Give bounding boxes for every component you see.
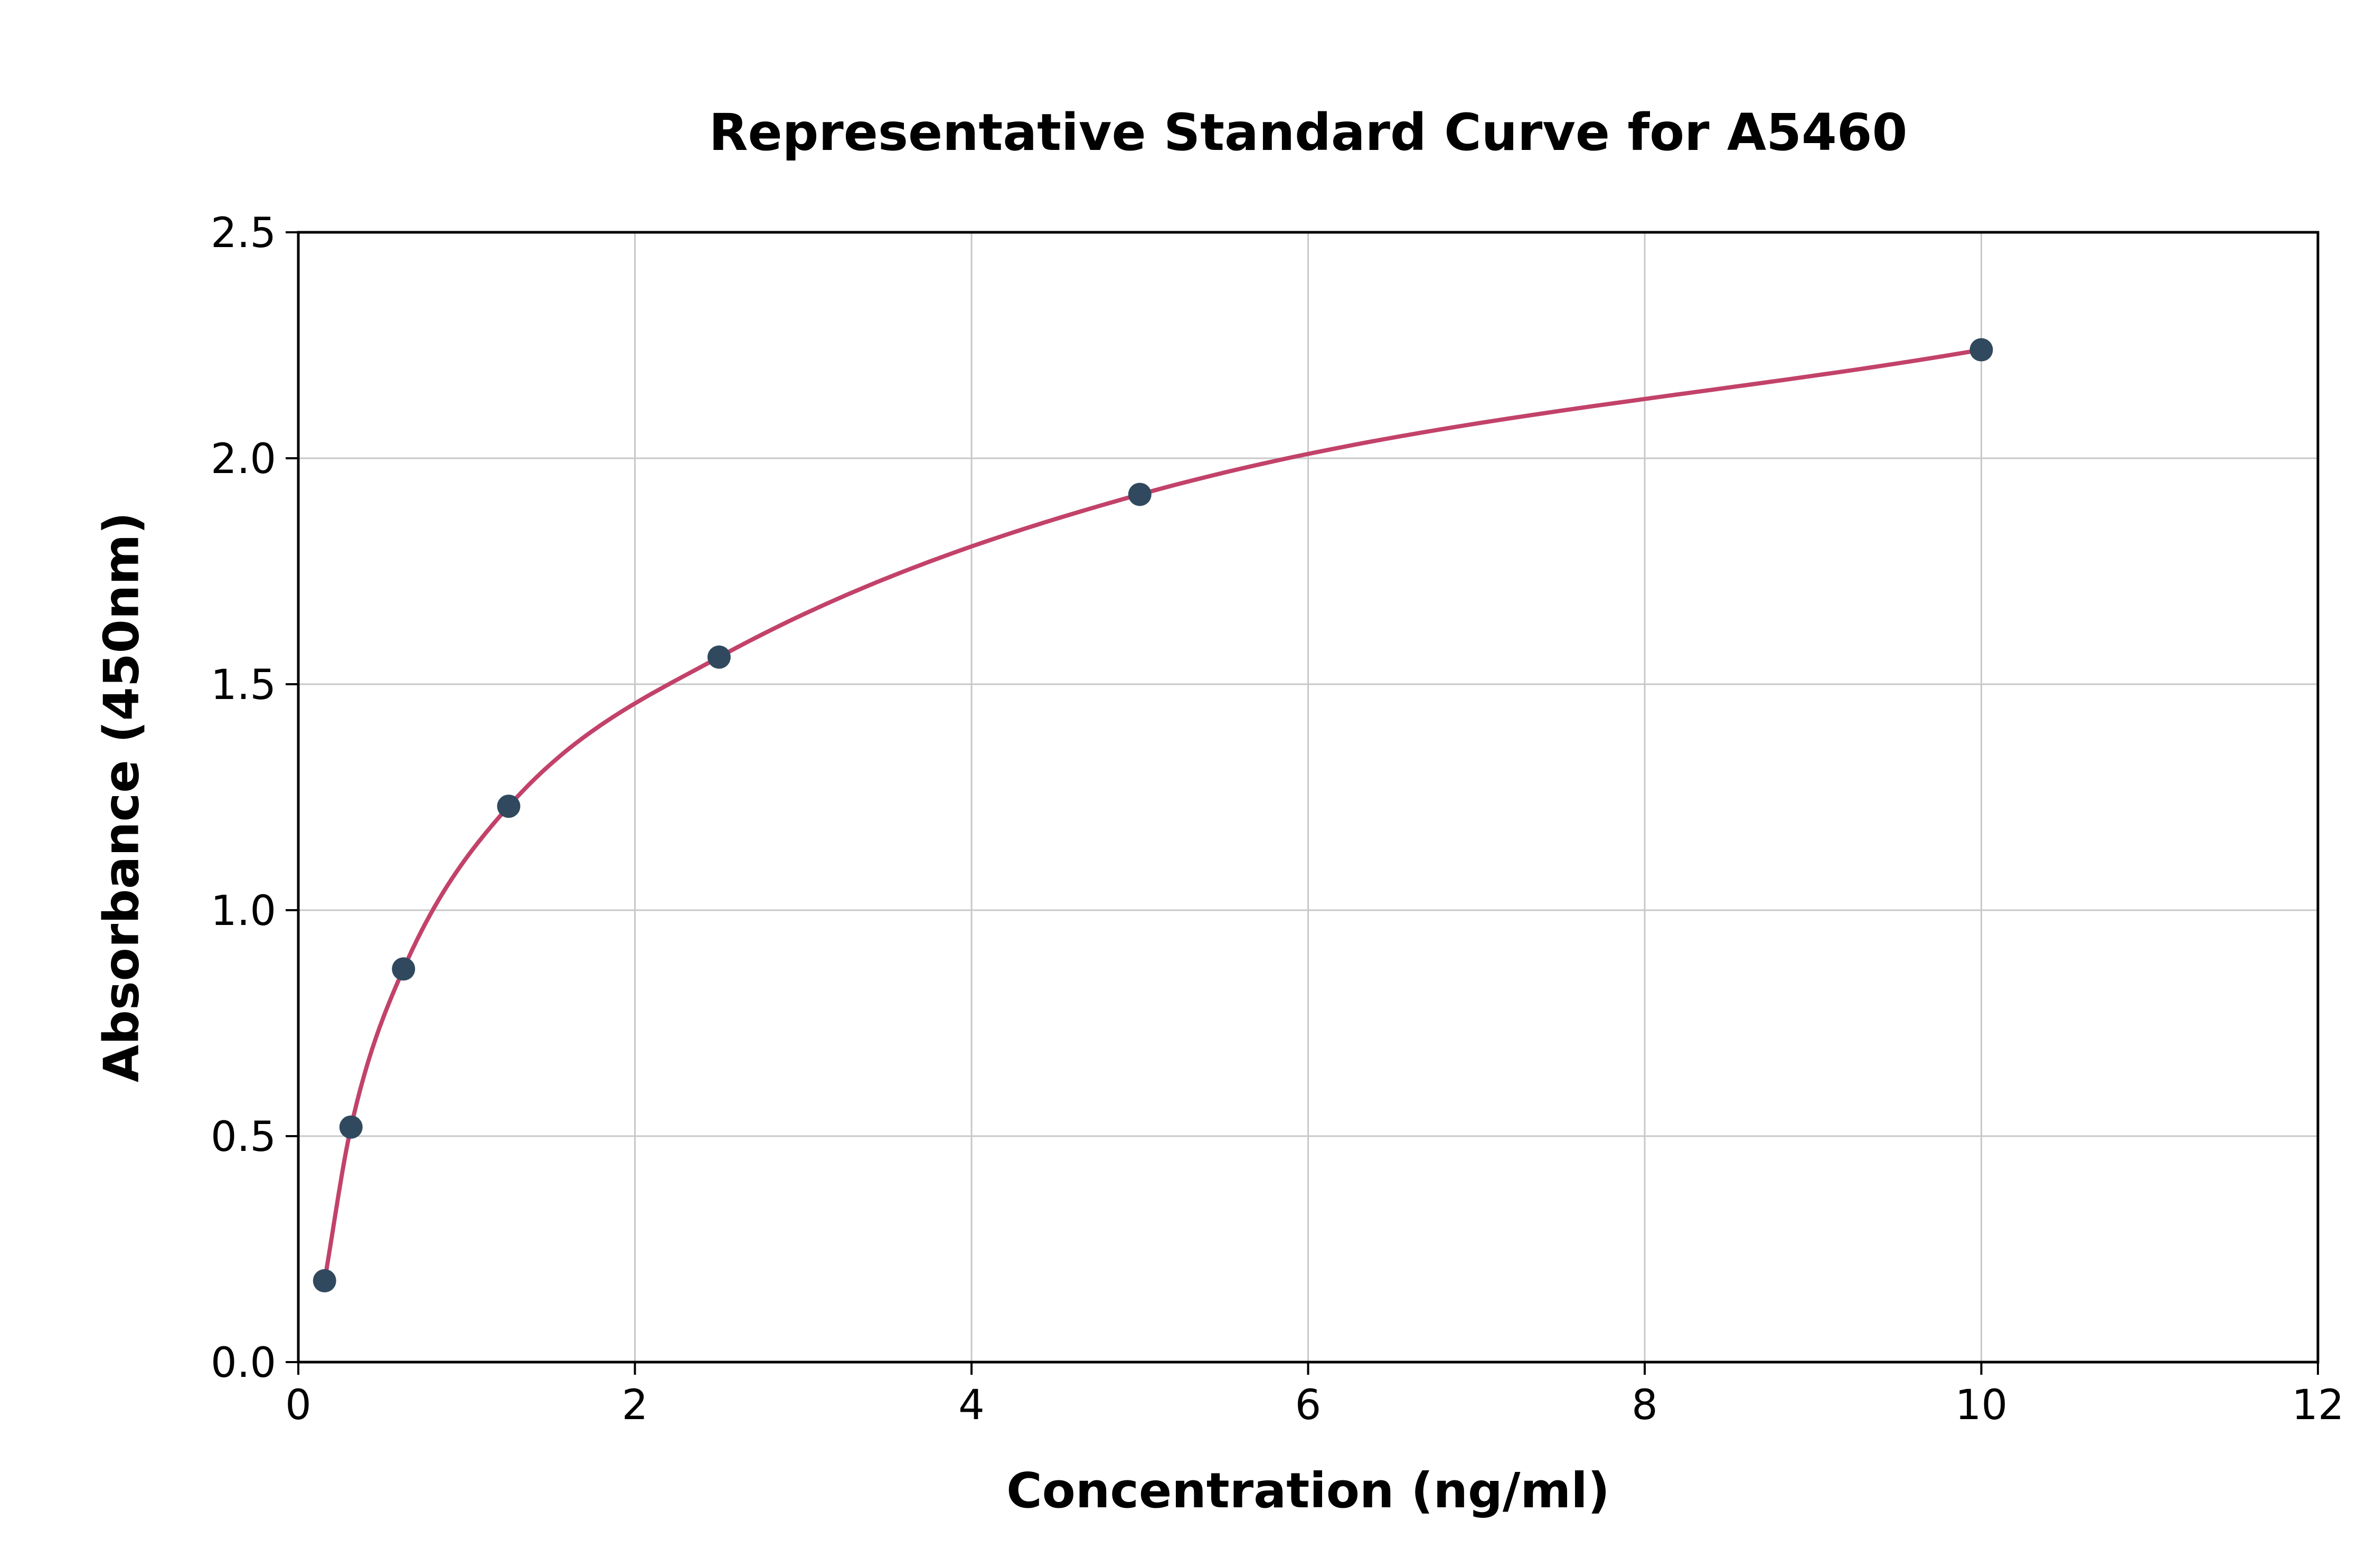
x-tick-label: 2 [622, 1382, 648, 1429]
chart-title: Representative Standard Curve for A5460 [709, 103, 1908, 162]
y-tick-label: 1.0 [211, 887, 276, 935]
y-tick-label: 0.5 [211, 1113, 276, 1161]
x-tick-label: 12 [2292, 1382, 2344, 1429]
y-tick-label: 2.5 [211, 210, 276, 257]
y-tick-label: 2.0 [211, 436, 276, 483]
data-point-marker [1969, 338, 1993, 362]
data-point-marker [707, 645, 731, 669]
fit-curve [322, 347, 1984, 1283]
x-tick-label: 0 [285, 1382, 312, 1429]
x-axis-label: Concentration (ng/ml) [1006, 1462, 1610, 1519]
x-tick-label: 4 [958, 1382, 985, 1429]
x-tick-label: 6 [1295, 1382, 1322, 1429]
y-tick-label: 1.5 [211, 662, 276, 709]
x-tick-label: 8 [1632, 1382, 1658, 1429]
x-tick-label: 10 [1955, 1382, 2007, 1429]
plot-border [297, 231, 2320, 1364]
data-point-marker [313, 1269, 336, 1292]
y-tick-label: 0.0 [211, 1339, 276, 1387]
data-point-marker [1128, 483, 1152, 506]
data-point-marker [339, 1115, 363, 1139]
data-point-marker [392, 957, 416, 981]
data-point-marker [497, 795, 521, 818]
